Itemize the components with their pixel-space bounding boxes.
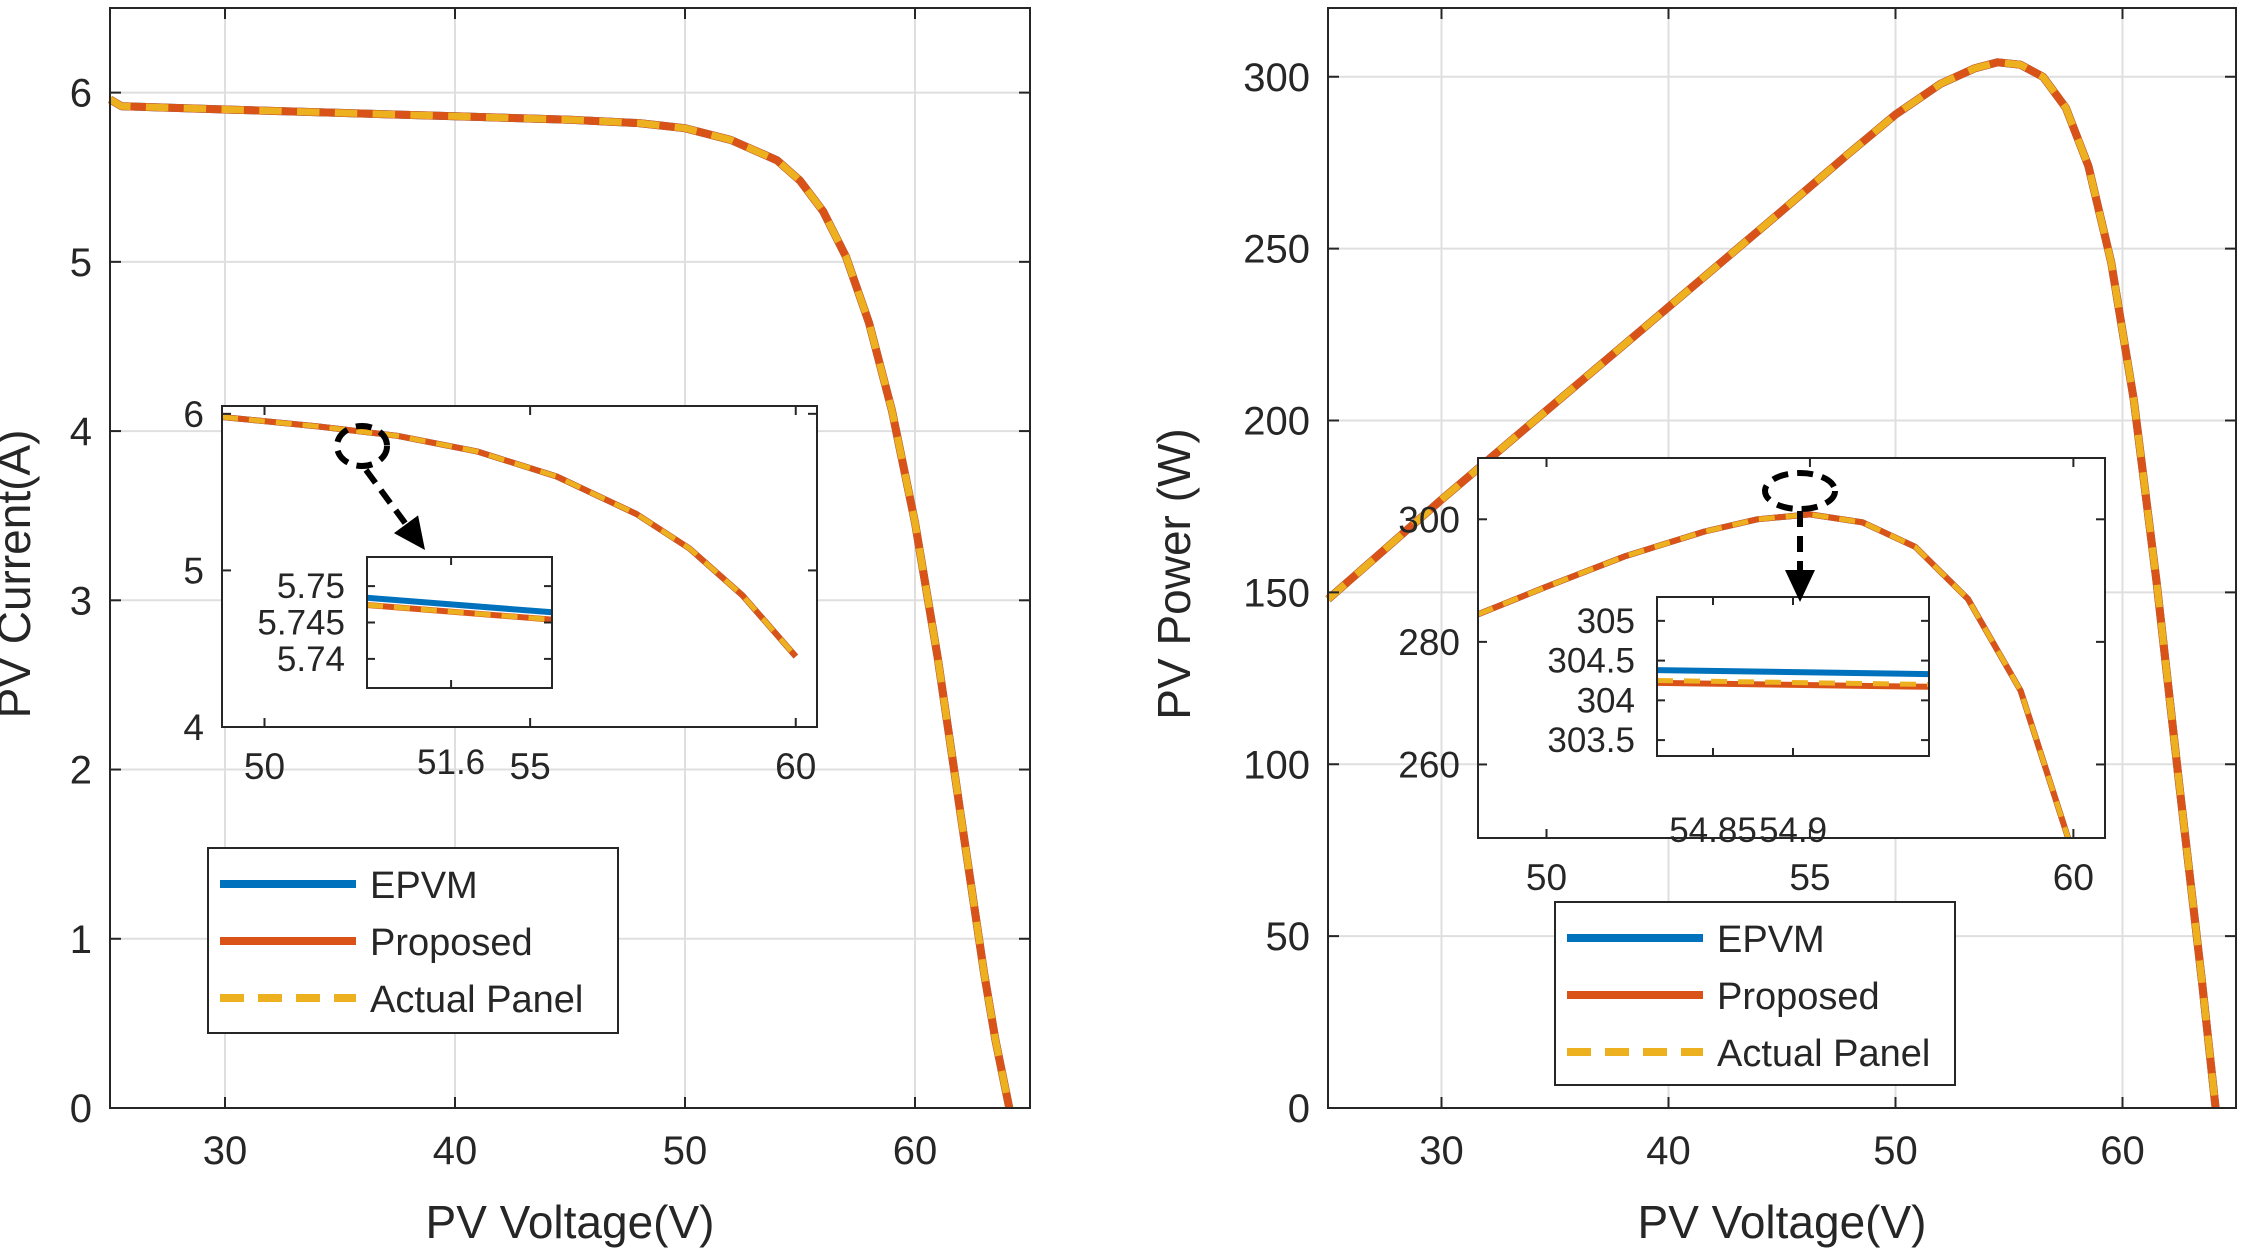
pv-axes-box: [1327, 7, 2237, 1109]
iv-y-tick-label: 1: [70, 918, 92, 962]
iv-series-actual: [108, 96, 1013, 1109]
pv-x-tick-label: 50: [1873, 1129, 1918, 1173]
pv-inset-x-tick-label: 60: [2053, 857, 2094, 898]
pv-zoom-arrow-head: [1785, 570, 1815, 602]
iv-axes-box: [109, 7, 1031, 1109]
iv-legend-label-epvm: EPVM: [370, 865, 478, 907]
pv-legend-label-actual: Actual Panel: [1717, 1033, 1930, 1075]
iv-x-tick-label: 40: [433, 1129, 478, 1173]
pv-y-tick-label: 100: [1243, 743, 1310, 787]
iv-inset-box: [221, 405, 818, 728]
pv-zoom-y-tick-label: 303.5: [1547, 721, 1635, 760]
iv-y-tick-label: 4: [70, 410, 92, 454]
iv-zoom-y-tick-label: 5.745: [257, 604, 345, 643]
iv-zoom-series-actual: [366, 602, 553, 623]
pv-y-tick-label: 200: [1243, 400, 1310, 444]
iv-inset-y-tick-label: 4: [183, 707, 204, 748]
pv-zoom-x-tick-label: 54.85: [1669, 811, 1757, 850]
iv-legend-label-proposed: Proposed: [370, 922, 533, 964]
iv-zoom-y-tick-label: 5.75: [277, 567, 345, 606]
pv-y-tick-label: 0: [1288, 1087, 1310, 1131]
pv-inset-x-tick-label: 50: [1526, 857, 1567, 898]
iv-zoom-x-tick-label: 51.6: [417, 743, 485, 782]
iv-zoom-arrow-head: [393, 515, 425, 550]
pv-y-axis-label: PV Power (W): [1148, 428, 1200, 719]
iv-chart: 30 40 50 60 0 1 2 3 4 5 6 PV Voltage(V) PV Current(A…: [0, 7, 1031, 1248]
iv-x-tick-label: 30: [203, 1129, 248, 1173]
iv-legend: EPVM Proposed Actual Panel: [207, 847, 619, 1034]
iv-y-tick-label: 3: [70, 579, 92, 623]
pv-zoom-y-tick-label: 305: [1577, 602, 1635, 641]
iv-inset-y-tick-label: 5: [183, 550, 204, 591]
pv-series-actual: [1325, 58, 2220, 1109]
pv-inset-y-tick-label: 280: [1398, 622, 1460, 663]
iv-legend-label-actual: Actual Panel: [370, 979, 583, 1021]
pv-y-tick-label: 50: [1266, 915, 1311, 959]
pv-x-tick-label: 30: [1419, 1129, 1464, 1173]
pv-inset-box: [1477, 457, 2106, 839]
pv-y-tick-label: 250: [1243, 228, 1310, 272]
pv-zoom-series-actual: [1656, 678, 1930, 687]
iv-y-tick-label: 0: [70, 1087, 92, 1131]
pv-y-tick-label: 300: [1243, 56, 1310, 100]
pv-zoom-y-tick-label: 304: [1577, 681, 1635, 720]
pv-zoom-y-tick-label: 304.5: [1547, 642, 1635, 681]
pv-inset-y-tick-label: 260: [1398, 744, 1460, 785]
pv-inset-series-actual: [1477, 511, 2071, 839]
iv-inset-x-tick-label: 50: [244, 746, 285, 787]
pv-inset-y-tick-label: 300: [1398, 499, 1460, 540]
pv-zoom-region-marker: [1762, 470, 1838, 512]
iv-y-tick-label: 6: [70, 72, 92, 116]
iv-x-tick-label: 50: [663, 1129, 708, 1173]
pv-y-tick-label: 150: [1243, 571, 1310, 615]
iv-y-tick-label: 2: [70, 749, 92, 793]
pv-legend-label-proposed: Proposed: [1717, 976, 1880, 1018]
iv-inset-x-tick-label: 55: [510, 746, 551, 787]
iv-y-tick-label: 5: [70, 241, 92, 285]
pv-zoom-series-epvm: [1656, 667, 1930, 678]
iv-inset-x-tick-label: 60: [775, 746, 816, 787]
iv-zoom-region-marker: [334, 423, 390, 469]
pv-x-tick-label: 60: [2100, 1129, 2145, 1173]
iv-zoom-series-epvm: [366, 594, 553, 616]
iv-x-axis-label: PV Voltage(V): [426, 1196, 715, 1248]
pv-x-axis-label: PV Voltage(V): [1638, 1196, 1927, 1248]
pv-zoom-x-tick-label: 54.9: [1759, 811, 1827, 850]
pv-legend-label-epvm: EPVM: [1717, 919, 1825, 961]
pv-x-tick-label: 40: [1646, 1129, 1691, 1173]
iv-zoom-arrow: [363, 468, 409, 527]
iv-y-axis-label: PV Current(A): [0, 430, 40, 719]
iv-x-tick-label: 60: [893, 1129, 938, 1173]
iv-inset-y-tick-label: 6: [183, 394, 204, 435]
pv-legend: EPVM Proposed Actual Panel: [1554, 901, 1956, 1086]
pv-chart: 30 40 50 60 0 50 100 150 200 250 300 PV Voltage(V) P…: [1148, 7, 2237, 1248]
pv-inset-x-tick-label: 55: [1789, 857, 1830, 898]
iv-zoom-y-tick-label: 5.74: [277, 640, 345, 679]
